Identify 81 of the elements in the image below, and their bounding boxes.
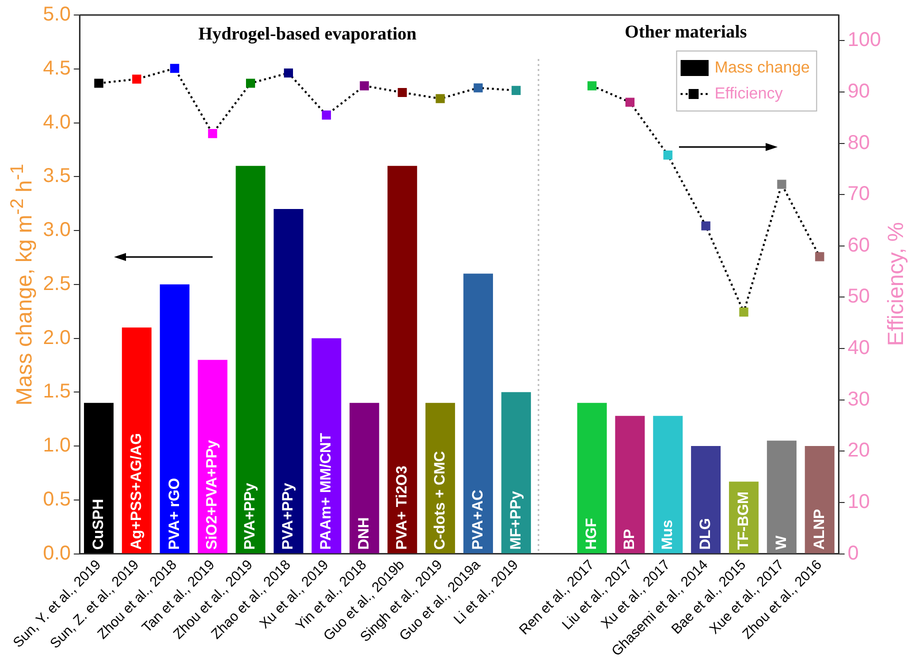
y2-tick-label: 30 (848, 388, 870, 410)
bar (160, 284, 190, 554)
y2-axis-title: Efficiency, % (882, 222, 909, 346)
bar (388, 166, 418, 554)
annotation: PAAm+ MM/CNT (318, 432, 335, 550)
point (587, 81, 597, 90)
point (94, 78, 104, 88)
annotation: PVA+ rGO (166, 478, 183, 550)
point (777, 180, 786, 189)
y-tick-label: 2.0 (42, 326, 71, 349)
y-tick-label: 3.0 (42, 219, 71, 242)
point (625, 98, 634, 107)
y-tick-label: 2.5 (42, 272, 71, 295)
annotation: Other materials (624, 22, 747, 42)
y2-tick-label: 60 (848, 234, 870, 256)
y2-tick-label: 20 (848, 440, 870, 462)
y2-tick-label: 100 (848, 29, 882, 52)
bar (615, 416, 645, 554)
y-tick-label: 0.5 (42, 488, 71, 510)
point (512, 86, 521, 95)
annotation: DNH (356, 517, 373, 550)
annotation: PVA+PPy (280, 482, 297, 550)
point (322, 110, 331, 120)
y-tick-label: 4.0 (42, 111, 71, 134)
bar (350, 402, 380, 554)
annotation: CuSPH (90, 498, 107, 550)
annotation: PVA+ Ti2O3 (393, 466, 410, 550)
bar (766, 440, 797, 554)
bar (577, 402, 607, 554)
annotation: W (772, 534, 790, 550)
annotation: Mus (659, 520, 676, 550)
legend-label: Efficiency (714, 85, 783, 102)
bar (312, 338, 342, 554)
y-tick-label: 0.0 (42, 542, 71, 564)
annotation: TF-BGM (734, 491, 752, 550)
point (663, 150, 672, 160)
point (739, 308, 748, 317)
annotation: PVA+PPy (242, 482, 259, 550)
y2-tick-label: 10 (848, 490, 870, 513)
point (474, 83, 483, 92)
annotation: MF+PPy (507, 490, 524, 550)
y2-tick-label: 50 (848, 286, 870, 308)
y2-tick-label: 40 (848, 337, 870, 360)
annotation: Hydrogel-based evaporation (198, 24, 417, 44)
annotation: HGF (583, 518, 600, 550)
bar (122, 327, 152, 554)
annotation: BP (621, 528, 638, 550)
bar (274, 208, 304, 554)
bar (236, 166, 266, 554)
legend-label: Mass change (714, 59, 810, 76)
bar (804, 446, 834, 554)
point (436, 94, 445, 104)
y2-tick-label: 80 (848, 132, 870, 154)
y-tick-label: 1.0 (42, 434, 71, 457)
y-tick-label: 1.5 (42, 380, 71, 403)
annotation: ALNP (810, 508, 828, 550)
point (701, 221, 710, 230)
point (815, 252, 824, 262)
annotation: Ag+PSS+AG/AG (128, 433, 145, 550)
y-tick-label: 3.5 (42, 165, 71, 188)
annotation: C-dots + CMC (431, 450, 448, 550)
bar (691, 446, 721, 554)
point (208, 128, 218, 138)
point (360, 81, 369, 90)
bar (501, 392, 531, 554)
y-tick-label: 5.0 (42, 4, 71, 26)
bar (653, 416, 683, 554)
annotation: PVA+AC (469, 489, 486, 550)
y-tick-label: 4.5 (42, 57, 71, 80)
point (284, 68, 294, 78)
point (170, 64, 180, 73)
annotation: SiO2+PVA+PPy (204, 439, 221, 550)
bar (463, 274, 493, 554)
y2-tick-label: 70 (848, 183, 870, 206)
y2-tick-label: 90 (848, 80, 870, 102)
point (132, 74, 142, 84)
y2-tick-label: 0 (848, 542, 859, 564)
point (398, 88, 407, 98)
bar (84, 402, 114, 554)
point (246, 78, 256, 88)
annotation: DLG (696, 518, 714, 550)
